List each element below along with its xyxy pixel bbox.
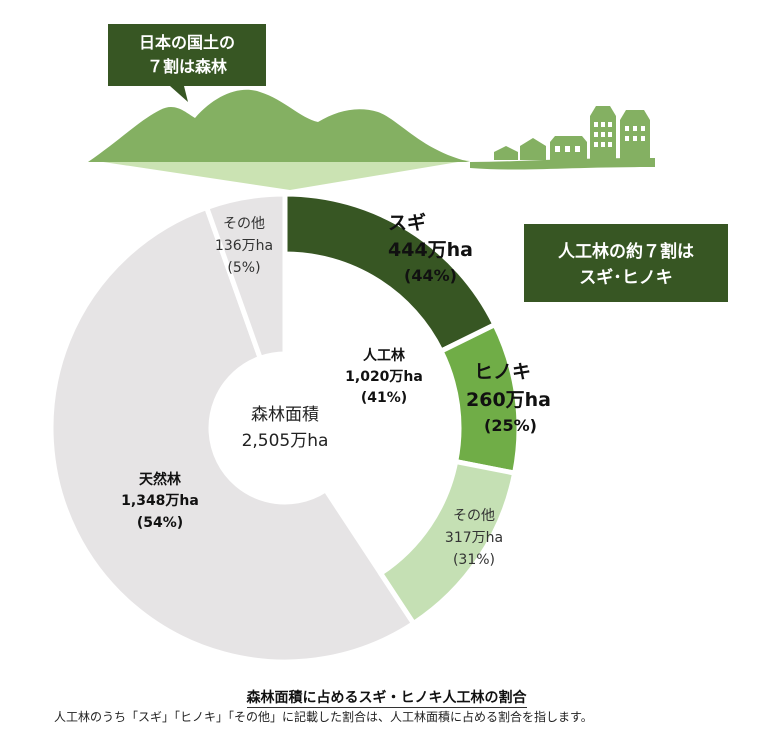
hinoki-name: ヒノキ bbox=[474, 361, 531, 383]
sugi-name: スギ bbox=[388, 212, 426, 234]
natural-name: 天然林 bbox=[139, 471, 181, 488]
land-callout-line2: ７割は森林 bbox=[147, 57, 227, 76]
plantation-callout-line2: スギ･ヒノキ bbox=[579, 268, 673, 288]
sugi-value: 444万ha bbox=[388, 239, 473, 261]
label-natural-forest: 天然林 1,348万ha (54%) bbox=[121, 471, 199, 531]
center-hole bbox=[211, 354, 359, 502]
sugi-pct: (44%) bbox=[404, 266, 457, 285]
plantation-callout-line1: 人工林の約７割は bbox=[558, 241, 694, 262]
plantation-pct: (41%) bbox=[361, 390, 407, 406]
other-forest-pct: (5%) bbox=[227, 260, 260, 276]
label-sugi: スギ 444万ha (44%) bbox=[388, 212, 473, 285]
center-label-title: 森林面積 bbox=[251, 405, 319, 425]
label-other-forest: その他 136万ha (5%) bbox=[215, 216, 273, 276]
mountain-shadow-fan bbox=[90, 160, 470, 190]
mountain-landscape bbox=[88, 89, 655, 190]
donut-chart bbox=[48, 191, 522, 665]
label-hinoki: ヒノキ 260万ha (25%) bbox=[466, 361, 551, 435]
town-icon bbox=[494, 106, 650, 160]
land-callout-line1: 日本の国土の bbox=[139, 33, 235, 52]
natural-value: 1,348万ha bbox=[121, 493, 199, 509]
caption-title: 森林面積に占めるスギ・ヒノキ人工林の割合 bbox=[246, 690, 527, 708]
ground-strip bbox=[470, 158, 655, 170]
plantation-other-name: その他 bbox=[453, 508, 495, 524]
plantation-callout: 人工林の約７割は スギ･ヒノキ bbox=[524, 224, 728, 302]
plantation-other-value: 317万ha bbox=[445, 530, 503, 546]
other-forest-name: その他 bbox=[223, 216, 265, 232]
slice-plantation-other bbox=[378, 459, 518, 626]
label-plantation: 人工林 1,020万ha (41%) bbox=[345, 347, 423, 406]
plantation-name: 人工林 bbox=[363, 347, 405, 364]
forest-area-infographic: 日本の国土の ７割は森林 人工林の約７割は スギ･ヒノキ 森林面積 2,505万… bbox=[48, 24, 728, 665]
label-plantation-other: その他 317万ha (31%) bbox=[445, 508, 503, 568]
other-forest-value: 136万ha bbox=[215, 238, 273, 254]
hinoki-pct: (25%) bbox=[484, 416, 537, 435]
plantation-value: 1,020万ha bbox=[345, 369, 423, 385]
land-callout: 日本の国土の ７割は森林 bbox=[108, 24, 266, 102]
mountains bbox=[88, 89, 470, 162]
plantation-other-pct: (31%) bbox=[453, 552, 495, 568]
center-label-total: 2,505万ha bbox=[242, 431, 329, 451]
natural-pct: (54%) bbox=[137, 515, 183, 531]
caption-note: 人工林のうち「スギ」「ヒノキ」「その他」に記載した割合は、人工林面積に占める割合… bbox=[54, 710, 593, 724]
hinoki-value: 260万ha bbox=[466, 389, 551, 411]
